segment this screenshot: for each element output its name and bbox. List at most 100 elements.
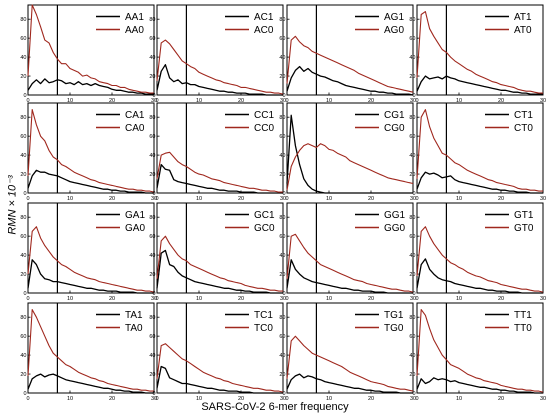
series-line-ga0 bbox=[27, 226, 155, 293]
x-tick-label: 10 bbox=[456, 98, 462, 104]
x-tick-label: 0 bbox=[155, 196, 158, 202]
series-line-ta0 bbox=[27, 309, 154, 392]
y-tick-label: 40 bbox=[409, 55, 415, 61]
y-tick-label: 60 bbox=[20, 334, 26, 340]
y-tick-label: 40 bbox=[149, 55, 155, 61]
x-tick-label: 30 bbox=[151, 296, 157, 302]
series-line-cg0 bbox=[286, 143, 414, 191]
y-tick-label: 20 bbox=[279, 372, 285, 378]
legend-label: TG1 bbox=[384, 310, 404, 321]
y-tick-label: 20 bbox=[409, 172, 415, 178]
y-tick-label: 0 bbox=[282, 391, 285, 397]
legend-label: GA0 bbox=[125, 223, 145, 234]
legend-label: AG1 bbox=[384, 12, 404, 23]
x-tick-label: 0 bbox=[285, 196, 288, 202]
y-tick-label: 80 bbox=[409, 315, 415, 321]
y-tick-label: 0 bbox=[152, 391, 155, 397]
legend-label: CG0 bbox=[384, 123, 405, 134]
y-tick-label: 40 bbox=[409, 253, 415, 259]
y-tick-label: 60 bbox=[409, 36, 415, 42]
y-tick-label: 0 bbox=[23, 291, 26, 297]
series-line-gc0 bbox=[156, 235, 283, 292]
legend-label: AT1 bbox=[514, 12, 532, 23]
legend-label: AA0 bbox=[125, 25, 144, 36]
x-tick-label: 30 bbox=[151, 98, 157, 104]
x-tick-label: 30 bbox=[151, 396, 157, 402]
x-tick-label: 20 bbox=[238, 396, 244, 402]
y-tick-label: 40 bbox=[279, 55, 285, 61]
y-tick-label: 0 bbox=[152, 93, 155, 99]
x-tick-label: 30 bbox=[151, 196, 157, 202]
x-tick-label: 0 bbox=[155, 396, 158, 402]
y-tick-label: 20 bbox=[279, 172, 285, 178]
y-tick-label: 40 bbox=[149, 353, 155, 359]
x-tick-label: 20 bbox=[498, 296, 504, 302]
y-tick-label: 60 bbox=[149, 234, 155, 240]
series-line-gc1 bbox=[156, 249, 283, 294]
x-tick-label: 30 bbox=[540, 98, 546, 104]
y-tick-label: 40 bbox=[409, 153, 415, 159]
y-tick-label: 40 bbox=[409, 353, 415, 359]
y-tick-label: 20 bbox=[149, 272, 155, 278]
y-tick-label: 40 bbox=[279, 253, 285, 259]
x-tick-label: 20 bbox=[109, 196, 115, 202]
legend-label: AG0 bbox=[384, 25, 404, 36]
y-tick-label: 60 bbox=[20, 36, 26, 42]
y-tick-label: 80 bbox=[409, 17, 415, 23]
panel-frame bbox=[286, 4, 414, 96]
legend-label: AC0 bbox=[254, 25, 274, 36]
y-tick-label: 60 bbox=[279, 234, 285, 240]
x-tick-label: 20 bbox=[368, 98, 374, 104]
series-line-ta1 bbox=[27, 373, 154, 394]
y-tick-label: 20 bbox=[149, 372, 155, 378]
legend-label: CT1 bbox=[514, 110, 533, 121]
legend-label: CC1 bbox=[254, 110, 274, 121]
legend-label: AC1 bbox=[254, 12, 274, 23]
series-line-aa1 bbox=[27, 78, 154, 95]
series-line-gg0 bbox=[286, 233, 414, 293]
series-line-aa0 bbox=[27, 4, 154, 94]
x-tick-label: 10 bbox=[67, 396, 73, 402]
y-tick-label: 60 bbox=[149, 134, 155, 140]
legend-label: TT0 bbox=[514, 323, 532, 334]
legend-label: CG1 bbox=[384, 110, 405, 121]
series-line-tg0 bbox=[286, 335, 414, 392]
x-tick-label: 0 bbox=[26, 196, 29, 202]
series-line-tc1 bbox=[156, 365, 283, 394]
series-line-cc1 bbox=[156, 163, 283, 194]
y-tick-label: 0 bbox=[152, 191, 155, 197]
panel-frame bbox=[286, 302, 414, 394]
y-tick-label: 40 bbox=[149, 253, 155, 259]
x-tick-label: 0 bbox=[155, 296, 158, 302]
y-tick-label: 20 bbox=[409, 372, 415, 378]
x-tick-label: 20 bbox=[238, 296, 244, 302]
x-tick-label: 0 bbox=[26, 98, 29, 104]
y-tick-label: 60 bbox=[409, 334, 415, 340]
legend-label: CC0 bbox=[254, 123, 274, 134]
x-tick-label: 30 bbox=[280, 196, 286, 202]
x-tick-label: 10 bbox=[456, 396, 462, 402]
y-tick-label: 0 bbox=[412, 191, 415, 197]
y-tick-label: 20 bbox=[409, 74, 415, 80]
series-line-gt1 bbox=[416, 258, 543, 294]
y-tick-label: 0 bbox=[23, 191, 26, 197]
y-tick-label: 40 bbox=[20, 253, 26, 259]
y-tick-label: 20 bbox=[409, 272, 415, 278]
y-tick-label: 0 bbox=[152, 291, 155, 297]
x-tick-label: 10 bbox=[196, 396, 202, 402]
x-tick-label: 20 bbox=[238, 98, 244, 104]
y-tick-label: 80 bbox=[149, 215, 155, 221]
x-tick-label: 0 bbox=[415, 396, 418, 402]
